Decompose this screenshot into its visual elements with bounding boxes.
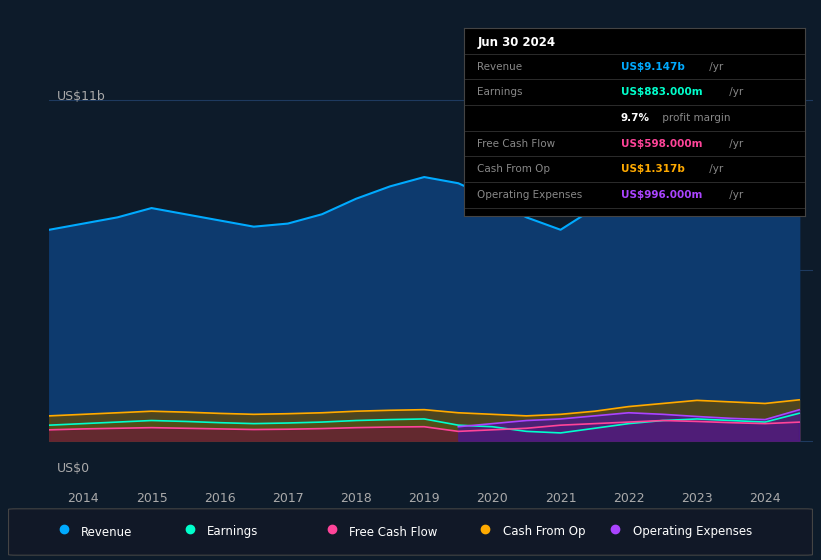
Text: Free Cash Flow: Free Cash Flow <box>349 525 438 539</box>
Text: Revenue: Revenue <box>478 62 523 72</box>
Text: /yr: /yr <box>706 62 723 72</box>
Text: Cash From Op: Cash From Op <box>478 164 551 174</box>
Text: Operating Expenses: Operating Expenses <box>478 190 583 200</box>
Text: US$11b: US$11b <box>57 90 106 103</box>
Text: /yr: /yr <box>706 164 723 174</box>
Text: Earnings: Earnings <box>207 525 259 539</box>
Text: US$598.000m: US$598.000m <box>621 139 702 148</box>
Text: profit margin: profit margin <box>658 113 730 123</box>
Text: Operating Expenses: Operating Expenses <box>633 525 752 539</box>
Text: Cash From Op: Cash From Op <box>502 525 585 539</box>
Text: /yr: /yr <box>726 87 743 97</box>
Text: Jun 30 2024: Jun 30 2024 <box>478 36 556 49</box>
Text: Revenue: Revenue <box>81 525 132 539</box>
Text: Free Cash Flow: Free Cash Flow <box>478 139 556 148</box>
Text: US$883.000m: US$883.000m <box>621 87 702 97</box>
Text: 9.7%: 9.7% <box>621 113 649 123</box>
Text: Earnings: Earnings <box>478 87 523 97</box>
Text: US$0: US$0 <box>57 462 90 475</box>
FancyBboxPatch shape <box>8 509 813 555</box>
Text: /yr: /yr <box>726 190 743 200</box>
Text: US$1.317b: US$1.317b <box>621 164 685 174</box>
Text: US$996.000m: US$996.000m <box>621 190 702 200</box>
Text: US$9.147b: US$9.147b <box>621 62 685 72</box>
Text: /yr: /yr <box>726 139 743 148</box>
